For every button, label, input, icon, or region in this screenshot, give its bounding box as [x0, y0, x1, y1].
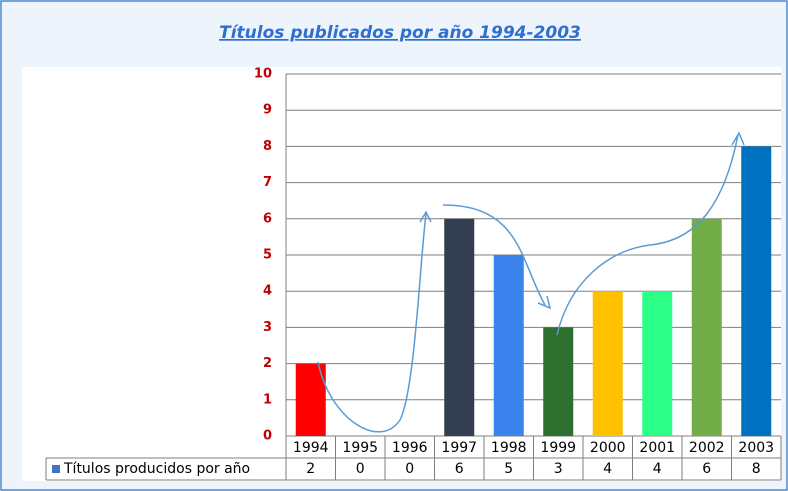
y-tick-label: 7 — [263, 175, 272, 190]
bar — [741, 146, 772, 436]
x-tick-label: 2000 — [590, 440, 626, 456]
y-tick-label: 3 — [263, 320, 272, 335]
y-tick-label: 6 — [263, 211, 272, 226]
x-tick-label: 2002 — [689, 440, 725, 456]
y-tick-label: 0 — [263, 429, 272, 444]
table-value: 2 — [306, 461, 315, 477]
bar — [444, 218, 475, 436]
bar — [691, 218, 722, 436]
y-tick-label: 10 — [254, 67, 272, 82]
bar — [493, 255, 524, 436]
x-tick-label: 1998 — [491, 440, 527, 456]
table-value: 0 — [405, 461, 414, 477]
table-value: 5 — [504, 461, 513, 477]
y-tick-label: 5 — [263, 248, 272, 263]
bar — [295, 363, 326, 436]
table-value: 6 — [702, 461, 711, 477]
chart-title: Títulos publicados por año 1994-2003 — [219, 23, 581, 43]
x-tick-label: 1994 — [293, 440, 329, 456]
legend-swatch — [52, 465, 60, 473]
y-tick-label: 9 — [263, 103, 272, 118]
table-value: 4 — [653, 461, 662, 477]
bar — [592, 291, 623, 436]
y-tick-label: 8 — [263, 139, 272, 154]
bar — [642, 291, 673, 436]
y-tick-label: 4 — [263, 284, 272, 299]
y-tick-label: 2 — [263, 356, 272, 371]
x-tick-label: 2001 — [639, 440, 675, 456]
y-tick-label: 1 — [263, 392, 272, 407]
x-tick-label: 1997 — [441, 440, 477, 456]
x-tick-label: 1996 — [392, 440, 428, 456]
table-value: 6 — [455, 461, 464, 477]
table-value: 3 — [554, 461, 563, 477]
legend-label: Títulos producidos por año — [63, 461, 250, 477]
table-value: 4 — [603, 461, 612, 477]
table-value: 0 — [356, 461, 365, 477]
x-tick-label: 1995 — [342, 440, 378, 456]
x-tick-label: 2003 — [738, 440, 774, 456]
bar — [543, 327, 574, 436]
annotation-arrows — [317, 131, 745, 433]
table-value: 8 — [752, 461, 761, 477]
x-tick-label: 1999 — [540, 440, 576, 456]
